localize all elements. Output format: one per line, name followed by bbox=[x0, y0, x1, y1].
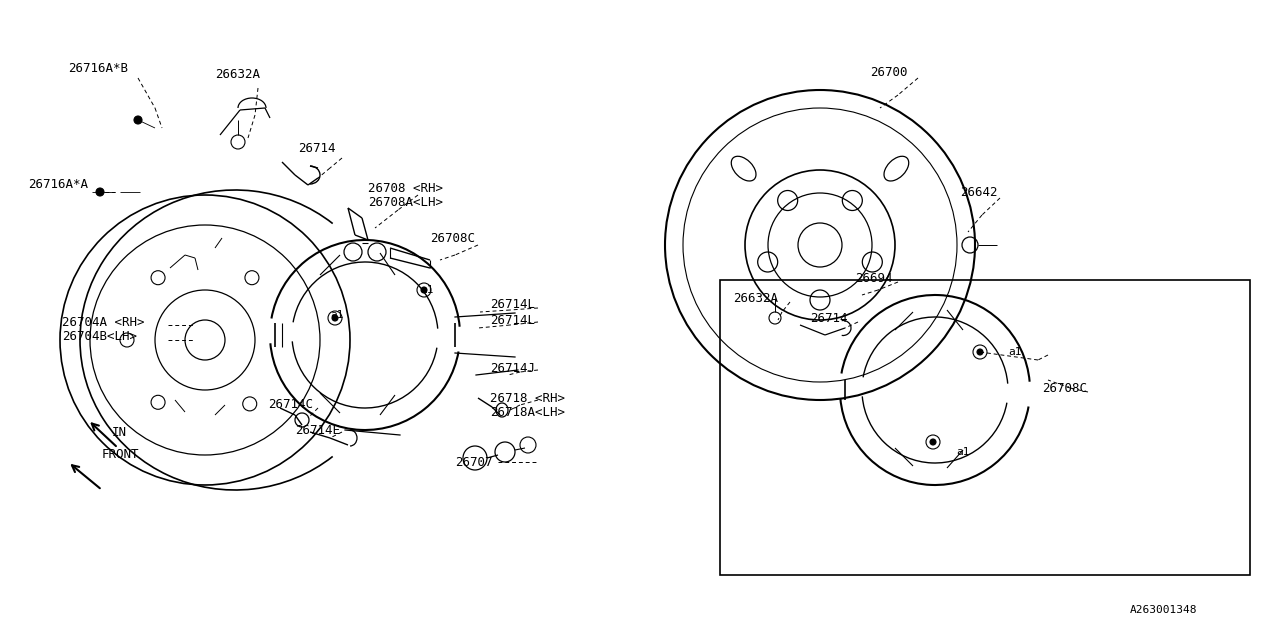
Text: 26718A<LH>: 26718A<LH> bbox=[490, 406, 564, 419]
Text: 26632A: 26632A bbox=[733, 291, 778, 305]
Circle shape bbox=[977, 349, 983, 355]
Text: 26708 <RH>: 26708 <RH> bbox=[369, 182, 443, 195]
Text: 26700: 26700 bbox=[870, 65, 908, 79]
Text: A263001348: A263001348 bbox=[1130, 605, 1198, 615]
Text: a1: a1 bbox=[420, 285, 434, 295]
Text: 26716A*B: 26716A*B bbox=[68, 61, 128, 74]
Text: 26714L: 26714L bbox=[490, 298, 535, 312]
Text: 26714E: 26714E bbox=[294, 424, 340, 436]
Text: 26694: 26694 bbox=[855, 271, 892, 285]
Text: 26716A*A: 26716A*A bbox=[28, 179, 88, 191]
Text: 26718 <RH>: 26718 <RH> bbox=[490, 392, 564, 404]
Circle shape bbox=[931, 439, 936, 445]
Text: a1: a1 bbox=[956, 447, 969, 457]
Text: 26714C: 26714C bbox=[268, 399, 314, 412]
Text: a1: a1 bbox=[1009, 347, 1021, 357]
Text: 26714: 26714 bbox=[810, 312, 847, 324]
Circle shape bbox=[96, 188, 104, 196]
Bar bbox=[719, 280, 1251, 575]
Text: 26632A: 26632A bbox=[215, 68, 260, 81]
Text: 26707: 26707 bbox=[454, 456, 493, 468]
Text: 26704A <RH>: 26704A <RH> bbox=[61, 316, 145, 328]
Text: 26714L: 26714L bbox=[490, 314, 535, 326]
Circle shape bbox=[421, 287, 428, 293]
Text: 26714: 26714 bbox=[298, 141, 335, 154]
Text: 26708C: 26708C bbox=[430, 232, 475, 244]
Text: IN: IN bbox=[113, 426, 127, 438]
Text: 26642: 26642 bbox=[960, 186, 997, 200]
Text: 26708A<LH>: 26708A<LH> bbox=[369, 196, 443, 209]
Text: FRONT: FRONT bbox=[102, 449, 140, 461]
Circle shape bbox=[134, 116, 142, 124]
Text: 26714J: 26714J bbox=[490, 362, 535, 374]
Text: 26708C: 26708C bbox=[1042, 381, 1087, 394]
Circle shape bbox=[332, 315, 338, 321]
Text: 26704B<LH>: 26704B<LH> bbox=[61, 330, 137, 344]
Text: a1: a1 bbox=[330, 310, 343, 320]
